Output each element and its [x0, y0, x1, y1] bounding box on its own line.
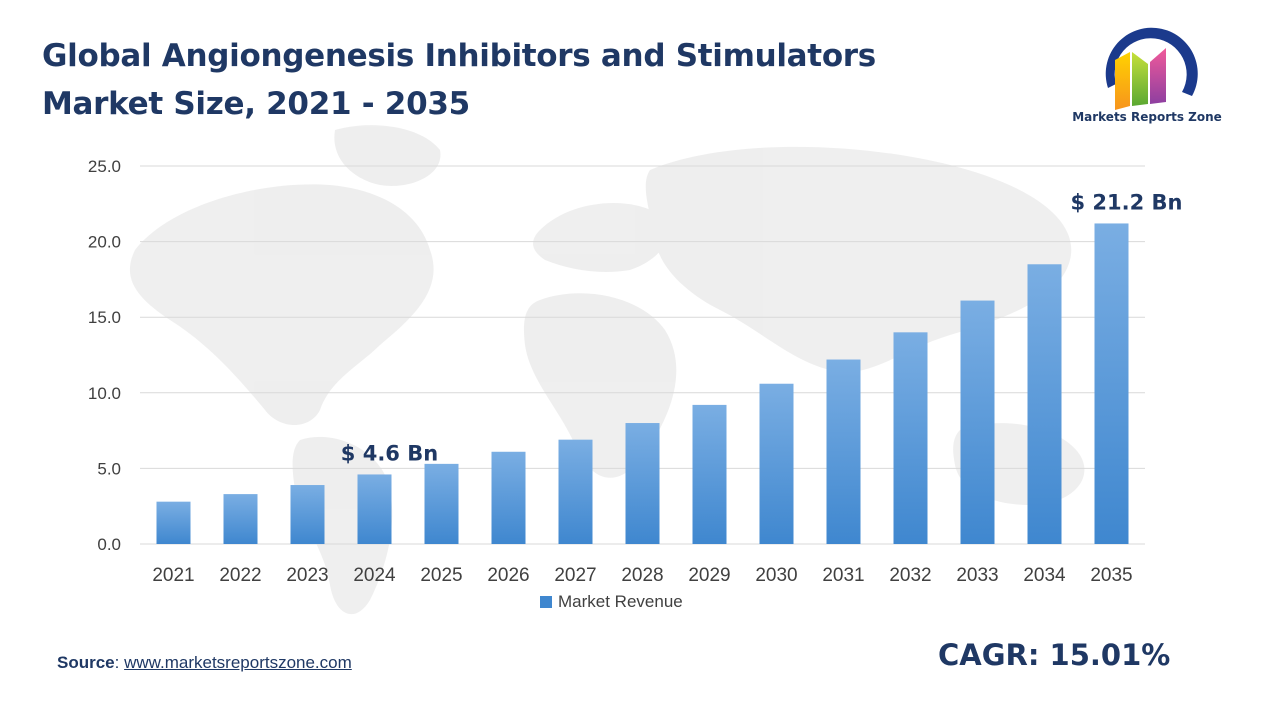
- x-tick-label: 2022: [219, 565, 261, 586]
- data-label-2035: $ 21.2 Bn: [1070, 190, 1182, 214]
- x-tick-label: 2032: [889, 565, 931, 586]
- y-tick-label: 15.0: [88, 308, 121, 327]
- x-tick-label: 2029: [688, 565, 730, 586]
- y-tick-label: 10.0: [88, 384, 121, 403]
- annotations: $ 4.6 Bn $ 21.2 Bn: [341, 190, 1183, 465]
- x-tick-label: 2034: [1023, 565, 1066, 586]
- data-label-2024: $ 4.6 Bn: [341, 441, 438, 465]
- bar-2025: [424, 463, 459, 544]
- x-tick-label: 2026: [487, 565, 529, 586]
- x-tick-label: 2027: [554, 565, 596, 586]
- x-tick-label: 2030: [755, 565, 797, 586]
- y-tick-label: 5.0: [97, 459, 121, 478]
- bar-2032: [893, 332, 928, 544]
- x-axis: 2021 2022 2023 2024 2025 2026 2027 2028 2029 2030…: [152, 565, 1132, 586]
- source-note: Source: www.marketsreportszone.com: [57, 653, 352, 672]
- y-axis: 0.0 5.0 10.0 15.0 20.0 25.0: [88, 157, 121, 554]
- x-tick-label: 2024: [353, 565, 396, 586]
- x-tick-label: 2028: [621, 565, 663, 586]
- x-tick-label: 2033: [956, 565, 998, 586]
- bar-2034: [1027, 264, 1062, 544]
- bar-2024: [357, 474, 392, 544]
- x-tick-label: 2021: [152, 565, 194, 586]
- cagr-value: CAGR: 15.01%: [938, 638, 1171, 672]
- legend-label: Market Revenue: [558, 592, 683, 611]
- source-link[interactable]: www.marketsreportszone.com: [124, 653, 352, 672]
- bar-2030: [759, 383, 794, 544]
- bar-2021: [156, 501, 191, 544]
- markets-reports-zone-logo-icon: [1105, 27, 1198, 110]
- bar-2026: [491, 451, 526, 544]
- bar-2028: [625, 423, 660, 544]
- bar-2035: [1094, 223, 1129, 544]
- x-tick-label: 2035: [1090, 565, 1132, 586]
- logo-text: Markets Reports Zone: [1072, 110, 1222, 124]
- bar-2033: [960, 300, 995, 544]
- bar-2029: [692, 404, 727, 544]
- x-tick-label: 2025: [420, 565, 462, 586]
- legend[interactable]: Market Revenue: [540, 592, 683, 611]
- world-map-watermark: [129, 125, 1085, 615]
- legend-swatch: [540, 596, 552, 608]
- source-label: Source: [57, 653, 115, 672]
- y-tick-label: 0.0: [97, 535, 121, 554]
- x-tick-label: 2031: [822, 565, 864, 586]
- x-tick-label: 2023: [286, 565, 328, 586]
- bar-2031: [826, 359, 861, 544]
- bars: [156, 223, 1129, 544]
- bar-2022: [223, 494, 258, 544]
- y-tick-label: 20.0: [88, 233, 121, 252]
- y-tick-label: 25.0: [88, 157, 121, 176]
- chart-title: Global Angiongenesis Inhibitors and Stim…: [42, 38, 876, 122]
- bar-2023: [290, 485, 325, 544]
- bar-2027: [558, 439, 593, 544]
